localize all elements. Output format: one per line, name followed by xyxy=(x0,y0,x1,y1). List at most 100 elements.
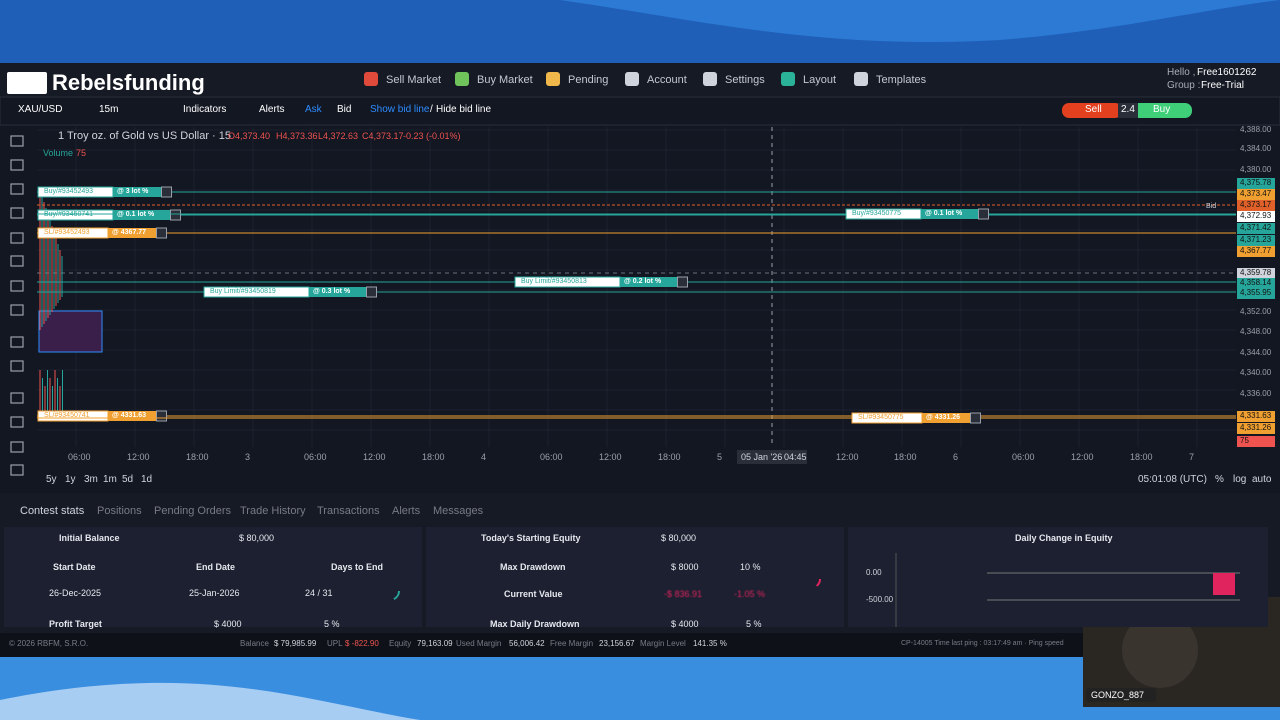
stat-value: $ 4000 xyxy=(214,619,242,629)
range-button[interactable]: 1d xyxy=(141,474,153,485)
price-tag xyxy=(1237,246,1275,257)
order-lot[interactable]: @ 3 lot % xyxy=(117,188,149,195)
scale-option[interactable]: log xyxy=(1233,474,1247,485)
price-label: 4,367.77 xyxy=(1240,246,1272,255)
footer-value: $ 79,985.99 xyxy=(274,639,317,648)
spread: 2.4 xyxy=(1121,104,1135,115)
time-label: 6 xyxy=(953,452,959,462)
time-label: 18:00 xyxy=(1130,452,1153,462)
nav-item[interactable]: Settings xyxy=(725,74,765,86)
clock: 05:01:08 (UTC) xyxy=(1138,474,1207,485)
tab[interactable]: Positions xyxy=(97,505,142,517)
range-button[interactable]: 1m xyxy=(103,474,117,485)
order-close xyxy=(677,276,688,288)
tool-icon xyxy=(10,207,24,219)
order-close xyxy=(170,209,181,221)
nav-item[interactable]: Buy Market xyxy=(477,74,533,86)
toolbar-sep[interactable]: / xyxy=(430,104,433,115)
nav-item[interactable]: Pending xyxy=(568,74,609,86)
order-label[interactable]: SL/#93450775 xyxy=(858,414,904,421)
time-label: 18:00 xyxy=(658,452,681,462)
toolbar-symbol[interactable]: XAU/USD xyxy=(18,104,63,115)
tab[interactable]: Transactions xyxy=(317,505,380,517)
time-label: 06:00 xyxy=(1012,452,1035,462)
stat-label: Start Date xyxy=(53,562,96,572)
order-lot[interactable]: @ 0.1 lot % xyxy=(925,210,963,217)
ohlc-value: L4,372.63 xyxy=(318,131,359,141)
price-tag xyxy=(1237,189,1275,200)
order-label[interactable]: Buy/#93450741 xyxy=(44,211,94,218)
range-button[interactable]: 5d xyxy=(122,474,134,485)
tool-icon xyxy=(10,232,24,244)
tab[interactable]: Messages xyxy=(433,505,484,517)
toolbar-hide-bid[interactable]: Hide bid line xyxy=(436,104,492,115)
time-label: 06:00 xyxy=(540,452,563,462)
order-lot[interactable]: @ 4367.77 xyxy=(112,229,147,236)
toolbar-indicators[interactable]: Indicators xyxy=(183,104,227,115)
tool-icon xyxy=(10,183,24,195)
order-label[interactable]: Buy Limit/#93450819 xyxy=(210,288,276,295)
toolbar-bid[interactable]: Bid xyxy=(337,104,352,115)
footer-label: UPL xyxy=(327,639,343,648)
order-lot[interactable]: @ 0.2 lot % xyxy=(624,278,662,285)
time-label: 06:00 xyxy=(68,452,91,462)
stat-value: 5 % xyxy=(746,619,762,629)
footer-value: $ -822.90 xyxy=(345,639,379,648)
tool-icon xyxy=(10,280,24,292)
price-label: 4,384.00 xyxy=(1240,144,1272,153)
order-lot[interactable]: @ 0.1 lot % xyxy=(117,211,155,218)
crosshair-tag xyxy=(737,450,807,464)
progress-ring xyxy=(801,569,821,589)
logo-mark xyxy=(7,72,47,94)
range-button[interactable]: 1y xyxy=(65,474,76,485)
time-label: 4 xyxy=(481,452,487,462)
webcam-name: GONZO_887 xyxy=(1091,690,1145,700)
tab[interactable]: Alerts xyxy=(392,505,421,517)
order-label[interactable]: SL/#93450741 xyxy=(44,412,90,419)
buy-button[interactable]: Buy xyxy=(1153,104,1171,115)
toolbar-interval[interactable]: 15m xyxy=(99,104,119,115)
price-tag xyxy=(1237,178,1275,189)
footer-value: 79,163.09 xyxy=(417,639,453,648)
tool-icon xyxy=(10,464,24,476)
toolbar-ask[interactable]: Ask xyxy=(305,104,322,115)
nav-item[interactable]: Templates xyxy=(876,74,927,86)
stat-value: $ 80,000 xyxy=(239,533,275,543)
footer-label: Free Margin xyxy=(550,639,594,648)
range-button[interactable]: 3m xyxy=(84,474,98,485)
price-label: 4,371.23 xyxy=(1240,235,1272,244)
nav-item[interactable]: Account xyxy=(647,74,687,86)
order-lot[interactable]: @ 0.3 lot % xyxy=(313,288,351,295)
volume-label: Volume xyxy=(43,148,74,158)
time-label: 12:00 xyxy=(363,452,386,462)
tab[interactable]: Pending Orders xyxy=(154,505,232,517)
price-label: 4,348.00 xyxy=(1240,327,1272,336)
webcam-tag xyxy=(1086,688,1156,702)
footer-label: Balance xyxy=(240,639,269,648)
price-label: 4,359.78 xyxy=(1240,268,1272,277)
tab[interactable]: Trade History xyxy=(240,505,306,517)
order-lot[interactable]: @ 4331.26 xyxy=(926,414,961,421)
toolbar-show-bid[interactable]: Show bid line xyxy=(370,104,430,115)
nav-item[interactable]: Layout xyxy=(803,74,837,86)
nav-item[interactable]: Sell Market xyxy=(386,74,442,86)
range-button[interactable]: 5y xyxy=(46,474,57,485)
volume-value: 75 xyxy=(76,148,87,158)
stat-value: 26-Dec-2025 xyxy=(49,588,102,598)
scale-option[interactable]: % xyxy=(1215,474,1224,485)
order-label[interactable]: Buy/#93450775 xyxy=(852,210,902,217)
order-label[interactable]: SL/#93452493 xyxy=(44,229,90,236)
sell-button[interactable]: Sell xyxy=(1085,104,1102,115)
order-label[interactable]: Buy/#93452493 xyxy=(44,188,94,195)
tool-icon xyxy=(10,392,24,404)
scale-option[interactable]: auto xyxy=(1252,474,1272,485)
order-close xyxy=(978,208,989,220)
toolbar-alerts[interactable]: Alerts xyxy=(259,104,285,115)
tab[interactable]: Contest stats xyxy=(20,505,85,517)
footer-label: Equity xyxy=(389,639,412,648)
stat-label: Profit Target xyxy=(49,619,102,629)
order-lot[interactable]: @ 4331.63 xyxy=(112,412,147,419)
copyright: © 2026 RBFM, S.R.O. xyxy=(9,639,89,648)
ohlc-value: O4,373.40 xyxy=(228,131,271,141)
order-label[interactable]: Buy Limit/#93450813 xyxy=(521,278,587,285)
